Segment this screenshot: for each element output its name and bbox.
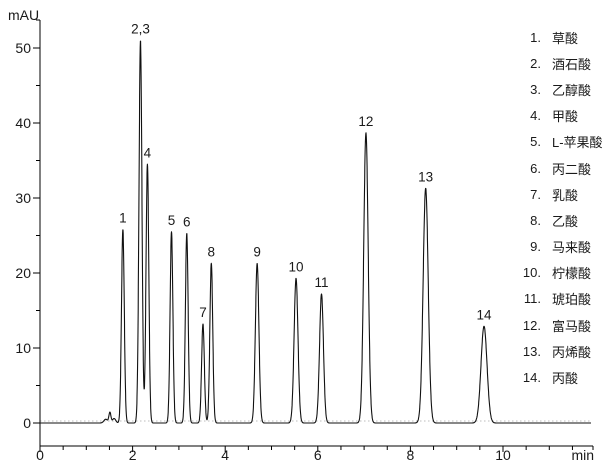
legend-item-name: 乳酸 [552, 187, 579, 203]
y-tick-label: 0 [23, 415, 31, 431]
x-tick-label: 4 [221, 447, 229, 463]
x-axis-unit-label: min [571, 447, 594, 463]
legend-item-name: 酒石酸 [552, 56, 592, 72]
legend-item-number: 6. [530, 160, 541, 176]
peak-label-10: 10 [289, 259, 304, 274]
y-tick-label: 10 [15, 340, 31, 356]
legend-item: 13. 丙烯酸 [505, 338, 603, 364]
legend-item: 11. 琥珀酸 [505, 286, 603, 312]
legend-item-name: L-苹果酸 [552, 135, 603, 151]
legend-item: 6. 丙二酸 [505, 155, 603, 181]
legend-item: 5. L-苹果酸 [505, 129, 603, 155]
legend-item: 9. 马来酸 [505, 234, 603, 260]
legend-item-number: 10. [522, 265, 541, 281]
legend-item: 1. 草酸 [505, 24, 603, 50]
legend-item-name: 丙烯酸 [552, 344, 592, 360]
legend-item-number: 11. [523, 291, 541, 307]
legend-item-number: 5. [530, 134, 541, 150]
peak-label-7: 7 [199, 305, 207, 320]
y-axis-unit-label: mAU [8, 7, 39, 23]
peak-label-13: 13 [418, 169, 433, 184]
peak-label-14: 14 [477, 307, 493, 322]
x-tick-label: 6 [314, 447, 322, 463]
legend-item-name: 草酸 [552, 30, 579, 46]
legend-item-number: 13. [522, 343, 541, 359]
legend-item-number: 7. [530, 186, 541, 202]
legend-item-number: 14. [522, 370, 541, 386]
legend-item-name: 柠檬酸 [552, 266, 592, 282]
legend-item-number: 2. [530, 55, 541, 71]
legend-item: 12. 富马酸 [505, 312, 603, 338]
legend-item: 14. 丙酸 [505, 364, 603, 390]
peak-label-6: 6 [183, 214, 191, 229]
legend-item-name: 丙二酸 [552, 161, 592, 177]
legend-item: 2. 酒石酸 [505, 50, 603, 76]
legend-item: 4. 甲酸 [505, 103, 603, 129]
compound-legend: 1. 草酸 2. 酒石酸 3. 乙醇酸 4. 甲酸 5. L-苹果酸 6. 丙二酸 7. 乳酸 8. 乙酸 9.… [505, 24, 603, 391]
legend-item-number: 12. [522, 317, 541, 333]
peak-label-4: 4 [144, 145, 152, 160]
legend-item-name: 马来酸 [552, 240, 592, 256]
y-tick-label: 40 [15, 115, 31, 131]
legend-item-number: 1. [530, 29, 541, 45]
legend-item-name: 乙酸 [552, 213, 579, 229]
legend-item: 3. 乙醇酸 [505, 76, 603, 102]
peak-label-2-3: 2,3 [131, 22, 150, 37]
legend-item: 7. 乳酸 [505, 181, 603, 207]
peak-label-11: 11 [314, 275, 328, 290]
chromatogram-trace [39, 40, 592, 424]
x-tick-label: 10 [495, 447, 511, 463]
peak-label-9: 9 [253, 244, 261, 259]
legend-item-number: 8. [530, 212, 541, 228]
legend-item-name: 丙酸 [552, 371, 579, 387]
y-tick-label: 30 [15, 190, 31, 206]
legend-item-name: 琥珀酸 [552, 292, 592, 308]
x-tick-label: 8 [407, 447, 415, 463]
peak-label-5: 5 [168, 213, 176, 228]
legend-item-number: 3. [530, 81, 541, 97]
legend-item-name: 甲酸 [552, 109, 579, 125]
y-tick-label: 50 [15, 40, 31, 56]
peak-label-8: 8 [208, 244, 216, 259]
x-tick-label: 2 [129, 447, 137, 463]
legend-item: 10. 柠檬酸 [505, 260, 603, 286]
legend-item-number: 4. [530, 108, 541, 124]
x-tick-label: 0 [36, 447, 44, 463]
legend-item-name: 乙醇酸 [552, 82, 592, 98]
y-tick-label: 20 [15, 265, 31, 281]
legend-item: 8. 乙酸 [505, 207, 603, 233]
peak-label-1: 1 [119, 211, 127, 226]
legend-item-name: 富马酸 [552, 318, 592, 334]
legend-item-number: 9. [530, 239, 541, 255]
peak-label-12: 12 [358, 114, 373, 129]
